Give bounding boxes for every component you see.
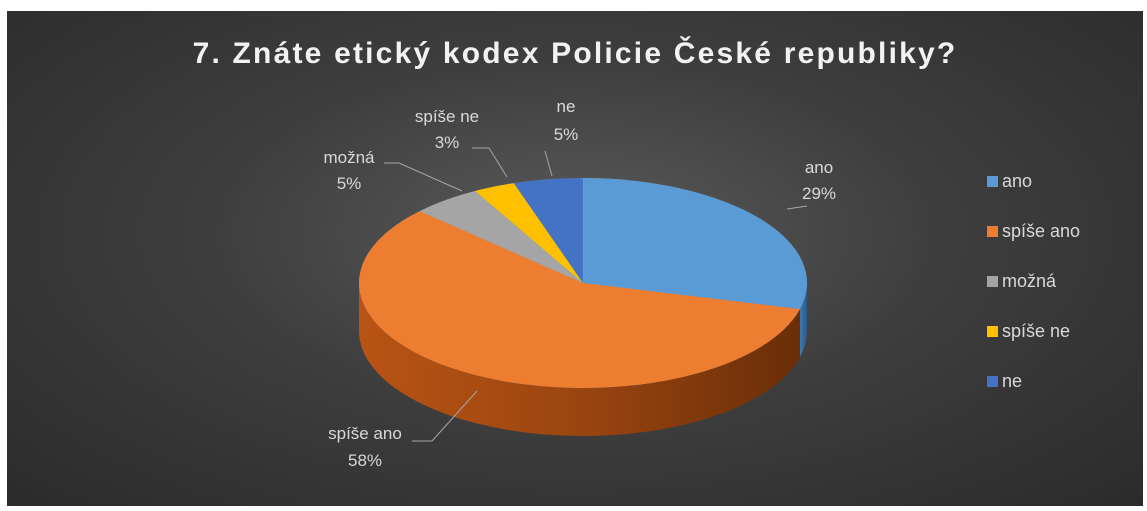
legend-item: spíše ano (987, 219, 1137, 243)
chart-title: 7. Znáte etický kodex Policie České repu… (192, 37, 958, 70)
pie-slice-ne (513, 177, 584, 284)
leader-line (472, 147, 508, 178)
legend-label: spíše ano (1002, 220, 1081, 241)
legend-label: ne (1002, 370, 1023, 391)
data-labels: ano 29% spíše ano 58% možná 5% spíše ne 3% ne 5% (323, 97, 836, 470)
pie-slice-možná (419, 190, 584, 284)
legend-item: možná (987, 269, 1137, 293)
pie-side-spíše-ano (359, 283, 800, 436)
pie-tops (358, 177, 808, 389)
leader-line (412, 390, 478, 442)
legend-label: spíše ne (1002, 320, 1071, 341)
pie-chart: ano 29% spíše ano 58% možná 5% spíše ne 3% ne 5% (323, 97, 836, 470)
leader-lines (384, 147, 808, 442)
pie-slice-ano (582, 177, 808, 310)
legend-item: spíše ne (987, 319, 1137, 343)
data-label-value: 5% (554, 125, 579, 144)
data-label-category: možná (323, 148, 375, 167)
pie-slice-spíše-ne (474, 182, 584, 284)
leader-line (384, 162, 463, 192)
pie-sides (359, 283, 807, 436)
legend-label: možná (1002, 270, 1057, 291)
leader-line (786, 205, 808, 210)
legend-swatch (987, 275, 998, 287)
pie-side-ano (799, 283, 807, 358)
legend-item: ne (987, 369, 1137, 393)
legend-label: ano (1002, 170, 1033, 191)
chart-area: 7. Znáte etický kodex Policie České repu… (7, 11, 1143, 506)
data-label-category: spíše ano (328, 424, 402, 443)
data-label-category: ano (805, 158, 833, 177)
data-label-value: 3% (435, 133, 460, 152)
leader-line (544, 150, 553, 177)
legend-swatch (987, 175, 998, 187)
legend-item: ano (987, 169, 1137, 193)
legend: ano spíše ano možná spíše ne ne (987, 169, 1137, 419)
data-label-value: 29% (802, 184, 836, 203)
data-label-category: ne (557, 97, 576, 116)
data-label-value: 5% (337, 174, 362, 193)
legend-swatch (987, 375, 998, 387)
pie-slice-spíše-ano (358, 210, 801, 389)
data-label-value: 58% (348, 451, 382, 470)
legend-swatch (987, 225, 998, 237)
legend-swatch (987, 325, 998, 337)
data-label-category: spíše ne (415, 107, 479, 126)
